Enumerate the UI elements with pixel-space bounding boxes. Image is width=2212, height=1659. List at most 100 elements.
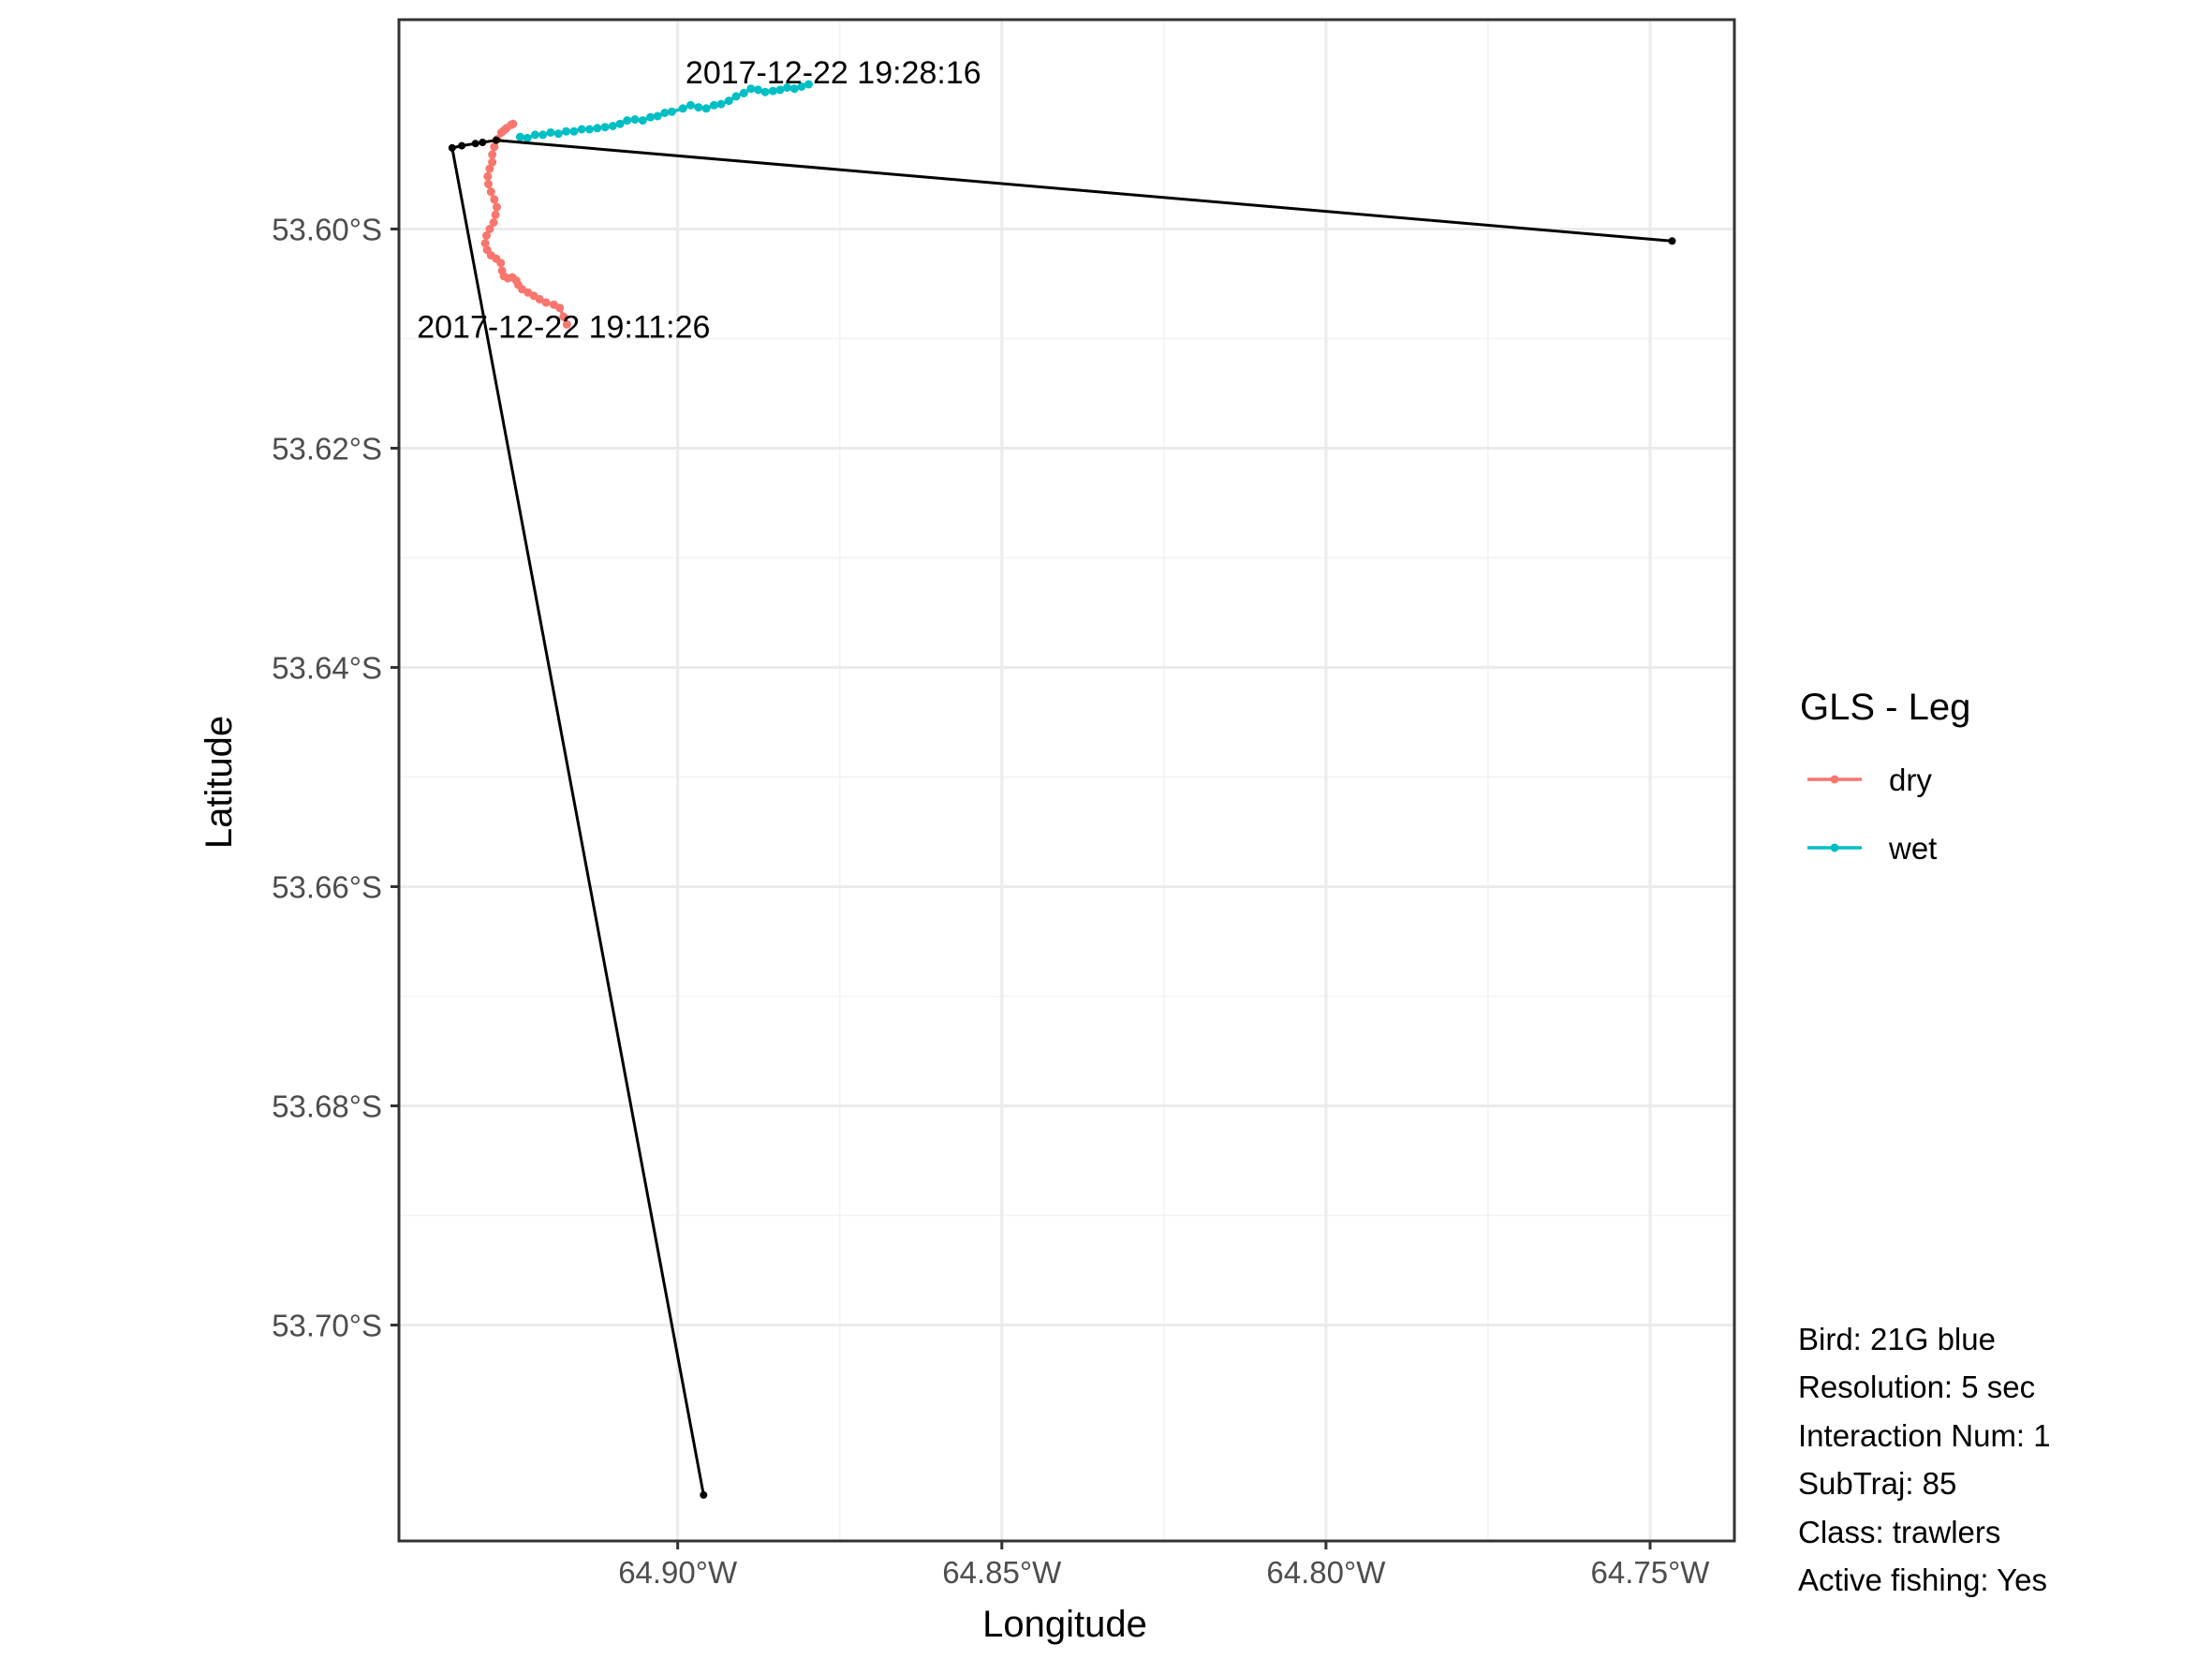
data-point-wet xyxy=(546,128,555,137)
data-point-dry xyxy=(486,187,495,197)
data-point-wet xyxy=(615,119,625,128)
y-tick-label: 53.68°S xyxy=(272,1089,382,1123)
data-point-wet xyxy=(630,115,640,124)
y-tick-label: 53.70°S xyxy=(272,1309,382,1343)
data-point-wet xyxy=(768,86,777,96)
caption-fishing: Active fishing: Yes xyxy=(1798,1563,2047,1597)
caption-bird: Bird: 21G blue xyxy=(1798,1322,1996,1356)
legend-key-dot-wet xyxy=(1830,843,1839,852)
caption-subtraj: SubTraj: 85 xyxy=(1798,1466,1956,1501)
series-wet xyxy=(515,80,813,142)
caption-class: Class: trawlers xyxy=(1798,1515,2000,1549)
data-point-wet xyxy=(797,81,806,91)
y-tick-label: 53.60°S xyxy=(272,212,382,246)
data-point-wet xyxy=(783,83,792,92)
data-point-wet xyxy=(739,88,748,97)
x-tick-label: 64.90°W xyxy=(618,1555,738,1590)
data-point-dry xyxy=(484,180,493,188)
caption-resolution: Resolution: 5 sec xyxy=(1798,1370,2035,1404)
data-point-wet xyxy=(760,87,770,96)
data-point-dry xyxy=(541,298,551,307)
data-point-dry xyxy=(549,300,558,309)
data-point-wet xyxy=(754,85,762,95)
data-point-wet xyxy=(538,130,548,140)
legend-item-dry: dry xyxy=(1807,763,1932,797)
data-point-wet xyxy=(775,85,785,95)
legend-label-wet: wet xyxy=(1888,831,1937,866)
y-axis-ticks: 53.60°S 53.62°S 53.64°S 53.66°S 53.68°S 53.70… xyxy=(272,212,399,1343)
data-point-connector xyxy=(1668,237,1676,245)
data-point-dry xyxy=(488,157,497,167)
x-axis-title: Longitude xyxy=(982,1604,1147,1645)
data-point-wet xyxy=(709,100,718,110)
data-point-dry xyxy=(483,171,493,181)
data-point-wet xyxy=(804,80,813,89)
legend-key-dot-dry xyxy=(1830,775,1839,784)
timestamp-annotation: 2017-12-22 19:11:26 xyxy=(417,310,710,346)
data-point-wet xyxy=(660,109,670,117)
data-point-dry xyxy=(488,150,497,159)
legend-item-wet: wet xyxy=(1807,831,1937,866)
data-point-dry xyxy=(497,266,507,275)
data-point-wet xyxy=(716,99,726,109)
data-point-dry xyxy=(562,319,571,329)
data-point-wet xyxy=(653,111,662,121)
data-point-connector xyxy=(458,141,466,150)
data-point-dry xyxy=(485,225,494,233)
data-point-dry xyxy=(485,164,494,173)
data-point-wet xyxy=(577,125,586,134)
data-point-wet xyxy=(694,103,703,112)
data-point-dry xyxy=(559,312,568,321)
data-point-wet xyxy=(515,132,524,141)
data-point-wet xyxy=(646,112,656,122)
data-point-wet xyxy=(746,84,756,94)
data-point-dry xyxy=(490,195,499,204)
data-point-wet xyxy=(724,96,733,106)
legend: GLS - Leg dry wet xyxy=(1800,687,1970,866)
data-point-wet xyxy=(600,123,610,132)
y-axis-title: Latitude xyxy=(199,716,240,849)
data-point-wet xyxy=(731,92,741,101)
timestamp-annotation: 2017-12-22 19:28:16 xyxy=(686,55,981,91)
data-point-connector xyxy=(471,140,479,148)
data-point-dry xyxy=(482,245,492,255)
data-point-dry xyxy=(509,119,518,128)
data-point-connector xyxy=(479,139,487,146)
data-point-wet xyxy=(530,130,539,140)
x-axis-ticks: 64.90°W 64.85°W 64.80°W 64.75°W xyxy=(618,1541,1710,1590)
grid-layer xyxy=(399,20,1734,1541)
x-tick-label: 64.80°W xyxy=(1266,1555,1386,1590)
data-point-wet xyxy=(789,84,799,94)
data-point-dry xyxy=(489,218,498,227)
data-point-connector xyxy=(700,1490,708,1499)
series-layer xyxy=(448,80,1676,1499)
data-point-wet xyxy=(608,122,617,130)
legend-label-dry: dry xyxy=(1889,763,1932,797)
data-point-wet xyxy=(585,125,594,134)
data-point-connector xyxy=(448,143,456,152)
data-point-dry xyxy=(491,210,500,219)
data-point-wet xyxy=(562,126,571,136)
data-point-dry xyxy=(493,202,501,212)
data-point-wet xyxy=(623,116,632,126)
annotation-layer: 2017-12-22 19:28:16 2017-12-22 19:11:26 xyxy=(417,55,981,345)
data-point-wet xyxy=(553,129,563,139)
caption-interaction: Interaction Num: 1 xyxy=(1798,1418,2051,1453)
x-tick-label: 64.85°W xyxy=(942,1555,1062,1590)
data-point-connector xyxy=(492,136,500,144)
legend-title: GLS - Leg xyxy=(1800,687,1970,728)
data-point-wet xyxy=(523,133,532,142)
data-point-wet xyxy=(569,126,579,136)
data-point-wet xyxy=(686,100,695,110)
data-point-wet xyxy=(678,104,687,113)
data-point-wet xyxy=(593,124,602,133)
data-point-wet xyxy=(701,104,711,113)
y-tick-label: 53.62°S xyxy=(272,431,382,466)
panel-border xyxy=(397,18,1736,1543)
y-tick-label: 53.64°S xyxy=(272,650,382,685)
data-point-dry xyxy=(482,231,491,240)
series-connector xyxy=(448,136,1676,1499)
x-tick-label: 64.75°W xyxy=(1591,1555,1711,1590)
